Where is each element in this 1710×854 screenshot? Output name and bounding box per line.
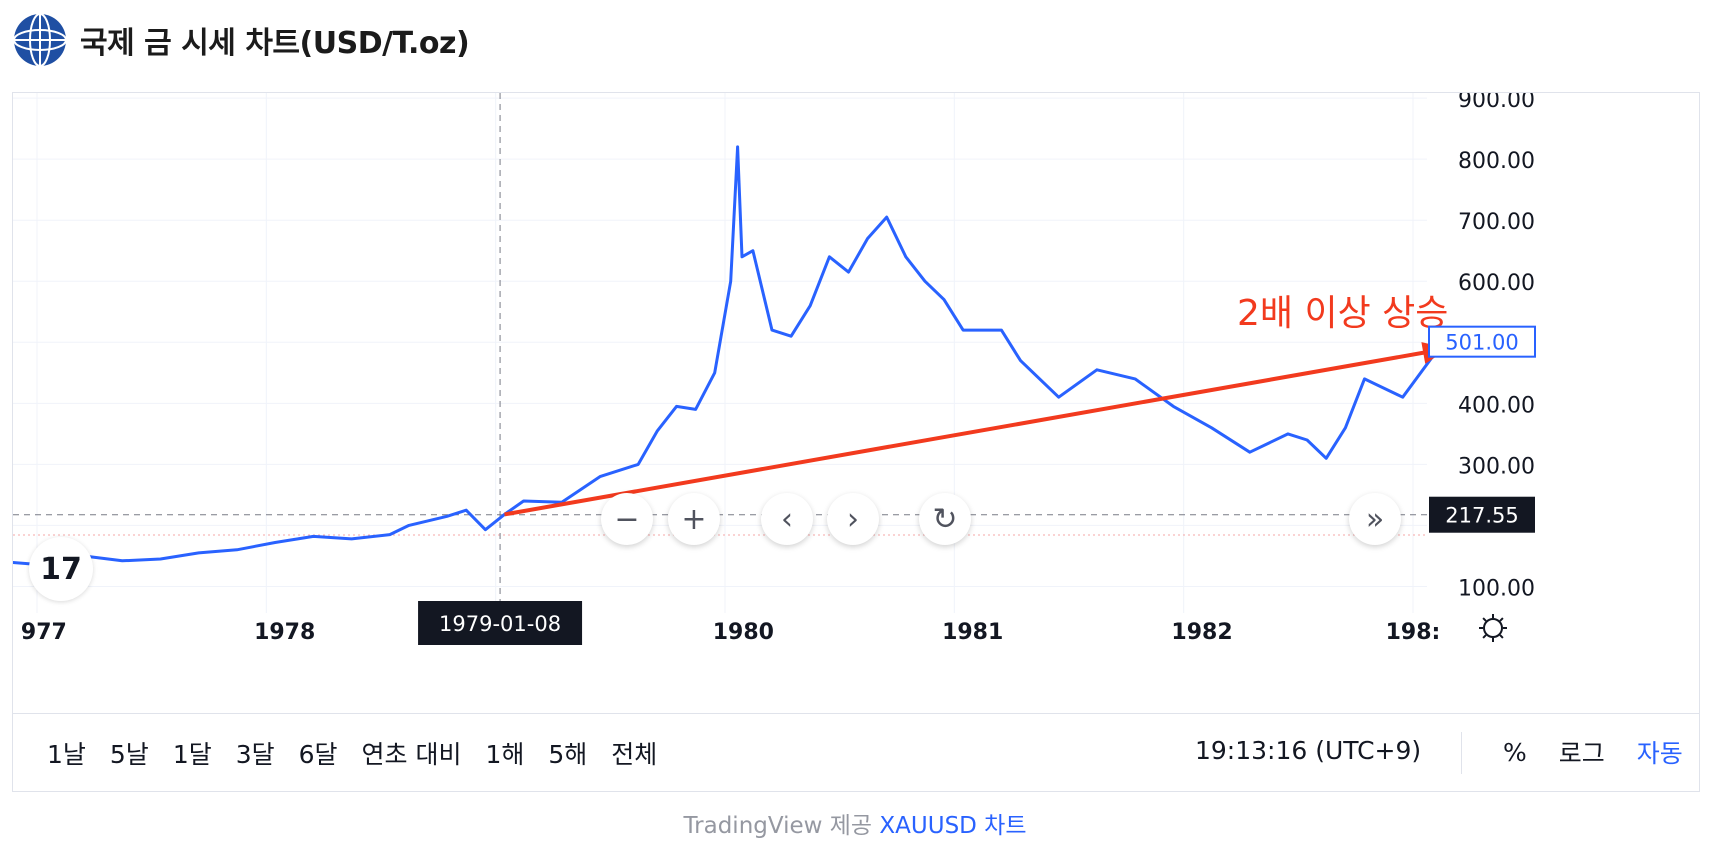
tradingview-logo[interactable]: 17 — [29, 537, 93, 601]
header: 국제 금 시세 차트(USD/T.oz) — [12, 10, 470, 70]
percent-scale-button[interactable]: % — [1493, 734, 1537, 770]
x-tick-label-1: 1978 — [254, 620, 315, 645]
zoom-in-button[interactable]: + — [668, 493, 720, 545]
range-button-5[interactable]: 연초 대비 — [350, 735, 474, 771]
crosshair-date-label: 1979-01-08 — [439, 612, 561, 636]
y-tick-label-4: 400.00 — [1458, 393, 1535, 418]
range-button-6[interactable]: 1해 — [473, 735, 536, 771]
y-tick-label-1: 800.00 — [1458, 149, 1535, 174]
last-price-badge — [1428, 325, 1536, 358]
chevron-right-icon: › — [847, 501, 859, 537]
chevron-left-icon: ‹ — [781, 501, 793, 537]
range-button-8[interactable]: 전체 — [599, 735, 669, 771]
range-button-7[interactable]: 5해 — [536, 735, 599, 771]
reset-chart-button[interactable]: ↻ — [919, 493, 971, 545]
minus-icon: − — [614, 501, 640, 537]
scale-options: % 로그 자동 — [1493, 734, 1693, 770]
clock: 19:13:16 (UTC+9) — [1195, 736, 1422, 765]
range-buttons: 1날 5날 1달 3달 6달 연초 대비 1해 5해 전체 — [35, 735, 669, 771]
log-scale-button[interactable]: 로그 — [1549, 734, 1615, 770]
range-button-3[interactable]: 3달 — [224, 735, 287, 771]
range-button-0[interactable]: 1날 — [35, 735, 98, 771]
x-tick-label-0: 977 — [21, 620, 67, 645]
range-button-2[interactable]: 1달 — [161, 735, 224, 771]
toolbar-divider — [1461, 732, 1462, 774]
crosshair-date-badge — [418, 601, 583, 645]
scroll-right-button[interactable]: › — [827, 493, 879, 545]
auto-scale-button[interactable]: 자동 — [1627, 734, 1693, 770]
footer-provider: TradingView 제공 — [683, 813, 880, 839]
crosshair-price-badge — [1429, 496, 1535, 533]
chart-widget: 900.00 800.00 700.00 600.00 400.00 300.00 100.… — [12, 92, 1700, 792]
footer: TradingView 제공 XAUUSD 차트 — [0, 806, 1710, 840]
plus-icon: + — [681, 501, 707, 537]
footer-link[interactable]: XAUUSD 차트 — [879, 813, 1027, 839]
page-title: 국제 금 시세 차트(USD/T.oz) — [80, 26, 470, 61]
x-tick-label-2: 1980 — [713, 620, 774, 645]
scroll-left-button[interactable]: ‹ — [761, 493, 813, 545]
double-chevron-right-icon: » — [1365, 501, 1385, 537]
reset-icon: ↻ — [932, 501, 958, 537]
gear-icon[interactable] — [1479, 614, 1507, 642]
y-tick-label-0: 900.00 — [1458, 93, 1535, 113]
y-tick-label-2: 700.00 — [1458, 210, 1535, 235]
scroll-to-end-button[interactable]: » — [1349, 493, 1401, 545]
annotation-label: 2배 이상 상승 — [1237, 293, 1448, 334]
y-tick-label-3: 600.00 — [1458, 271, 1535, 296]
x-tick-label-3: 1981 — [942, 620, 1003, 645]
price-line — [13, 145, 1443, 567]
bottom-toolbar: 1날 5날 1달 3달 6달 연초 대비 1해 5해 전체 19:13:16 (UTC+9) %… — [13, 713, 1699, 791]
annotation-arrow-line — [504, 349, 1432, 517]
price-chart[interactable]: 900.00 800.00 700.00 600.00 400.00 300.00 100.… — [13, 93, 1699, 713]
globe-logo-icon — [13, 13, 67, 67]
last-price-label: 501.00 — [1445, 331, 1518, 355]
range-button-4[interactable]: 6달 — [287, 735, 350, 771]
y-tick-label-5: 300.00 — [1458, 454, 1535, 479]
x-tick-label-4: 1982 — [1171, 620, 1232, 645]
range-button-1[interactable]: 5날 — [98, 735, 161, 771]
crosshair-price-label: 217.55 — [1445, 504, 1518, 528]
y-tick-label-6: 100.00 — [1458, 576, 1535, 601]
zoom-out-button[interactable]: − — [601, 493, 653, 545]
x-tick-label-5: 198: — [1386, 620, 1441, 645]
